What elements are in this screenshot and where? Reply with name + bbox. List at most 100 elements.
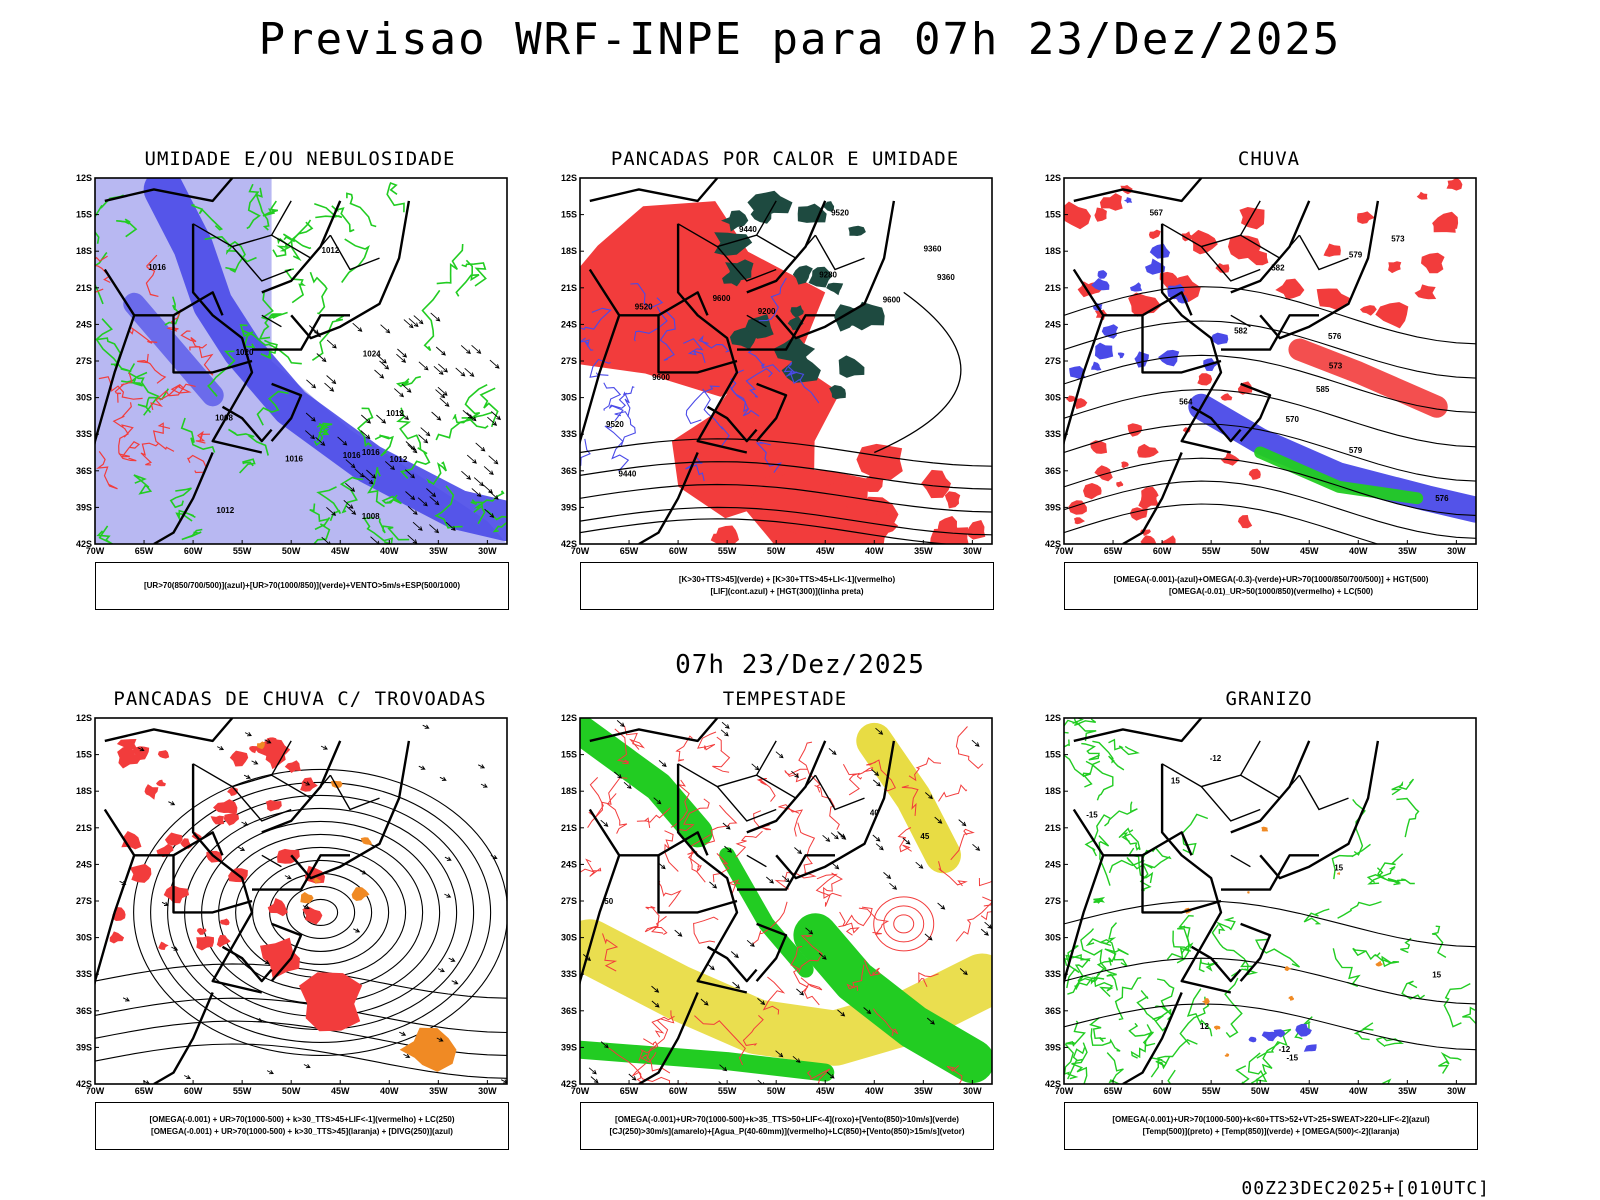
wind-vector (455, 367, 466, 377)
water-red-contour (697, 731, 717, 751)
temp850-green-contour (1108, 738, 1140, 756)
humidity-green-contour (180, 417, 216, 453)
wind-vector (366, 469, 377, 479)
wind-vector (417, 497, 428, 507)
legend-box: [K>30+TTS>45](verde) + [K>30+TTS>45+LI<-… (580, 562, 994, 610)
temp850-green-contour (1177, 925, 1194, 954)
lifted-index-blue-contour (747, 349, 781, 373)
rain-red-area (1215, 263, 1230, 273)
water-red-contour (908, 757, 942, 782)
height-contour-label: 567 (1150, 208, 1164, 217)
rain-blue-area (1094, 342, 1114, 360)
country-border (775, 200, 896, 340)
hail-blue-area (1295, 1023, 1312, 1037)
streamline-arrow (422, 724, 430, 729)
wind-vector (971, 739, 980, 747)
lifted-index-blue-contour (698, 334, 730, 353)
temp850-green-contour (1064, 739, 1085, 777)
country-border (153, 992, 214, 1084)
rain-blue-area (1091, 278, 1110, 291)
water-red-contour (883, 905, 925, 943)
height-contour-label: 579 (1349, 251, 1363, 260)
streamline-arrow (284, 875, 292, 880)
temp850-green-contour (1186, 988, 1213, 1037)
thunderstorm-orange-area (312, 877, 321, 884)
wind-vector (590, 1076, 599, 1084)
k-index-green-area (790, 305, 804, 318)
pressure-contour-label: 1012 (390, 455, 408, 464)
water-red-contour (752, 901, 788, 945)
humidity-green-contour (395, 375, 421, 388)
lat-tick-label: 42S (1045, 1079, 1061, 1089)
lon-tick-label: 60W (184, 1086, 203, 1096)
state-border (329, 234, 380, 271)
humidity-green-contour (470, 499, 486, 525)
humidity-green-contour (239, 324, 256, 349)
streamline-arrow (241, 821, 249, 826)
country-border (1160, 763, 1232, 994)
humidity-green-contour (479, 387, 499, 428)
lon-tick-label: 45W (816, 546, 835, 556)
state-border (1240, 774, 1300, 799)
lat-tick-label: 21S (561, 283, 577, 293)
lat-tick-label: 36S (1045, 466, 1061, 476)
water-red-contour (938, 861, 968, 887)
map-layer: 1012 1016 1020 1008 1024 1016 1012 1012 1008 1016… (95, 178, 507, 544)
water-red-contour (798, 935, 823, 973)
humidity-green-contour (260, 339, 278, 360)
lon-tick-label: 40W (865, 546, 884, 556)
rain-red-area (1197, 373, 1213, 386)
map-layer: 40 45 50 (580, 718, 992, 1084)
omega-orange-area (1201, 998, 1210, 1006)
country-border (676, 763, 748, 994)
country-border (638, 452, 699, 544)
water-red-contour (727, 879, 741, 898)
temp850-green-contour (1104, 947, 1129, 966)
lon-tick-label: 55W (233, 1086, 252, 1096)
temp850-green-contour (1098, 835, 1111, 886)
country-border (95, 268, 136, 448)
lon-tick-label: 35W (914, 546, 933, 556)
water-red-contour (815, 873, 838, 907)
wind-vector (872, 779, 881, 787)
lat-tick-label: 18S (76, 786, 92, 796)
humidity-green-contour (121, 371, 148, 387)
k-index-green-area (773, 337, 816, 363)
country-border (746, 740, 827, 834)
wind-vector (792, 1055, 801, 1063)
temp850-green-contour (1064, 945, 1079, 966)
rain-blue-area (1149, 243, 1171, 259)
lat-tick-label: 12S (561, 173, 577, 183)
humidity-green-contour (309, 503, 331, 531)
lat-tick-label: 33S (561, 969, 577, 979)
lat-tick-label: 15S (1045, 210, 1061, 220)
water-red-contour (607, 1047, 645, 1084)
streamline-arrow (238, 846, 246, 851)
k-index-green-area (829, 385, 846, 400)
humidity-green-contour (258, 313, 282, 340)
water-red-contour (762, 976, 786, 1015)
lon-tick-label: 40W (380, 546, 399, 556)
wind-vector (831, 862, 840, 870)
country-border (270, 382, 303, 442)
wind-vector (623, 781, 632, 789)
state-border (756, 774, 816, 799)
water-red-contour (614, 728, 630, 765)
humidity-red-contour (118, 441, 141, 458)
lon-tick-label: 30W (963, 1086, 982, 1096)
water-red-contour (784, 768, 808, 783)
temp850-green-contour (1255, 938, 1300, 968)
instability-red-area (838, 480, 864, 508)
streamline-arrow (451, 980, 459, 985)
panel-title: GRANIZO (1225, 688, 1313, 710)
lon-tick-label: 60W (669, 546, 688, 556)
state-border (271, 234, 331, 259)
temp850-green-contour (1396, 797, 1420, 838)
lon-tick-label: 45W (1300, 1086, 1319, 1096)
streamline-arrow (137, 747, 145, 752)
legend-line: [OMEGA(-0.001) + UR>70(1000-500) + k>30_… (151, 1127, 453, 1136)
wind-vector (491, 411, 502, 421)
thunderstorm-red-area (284, 760, 301, 773)
lifted-index-blue-contour (608, 392, 628, 422)
lat-tick-label: 15S (1045, 750, 1061, 760)
